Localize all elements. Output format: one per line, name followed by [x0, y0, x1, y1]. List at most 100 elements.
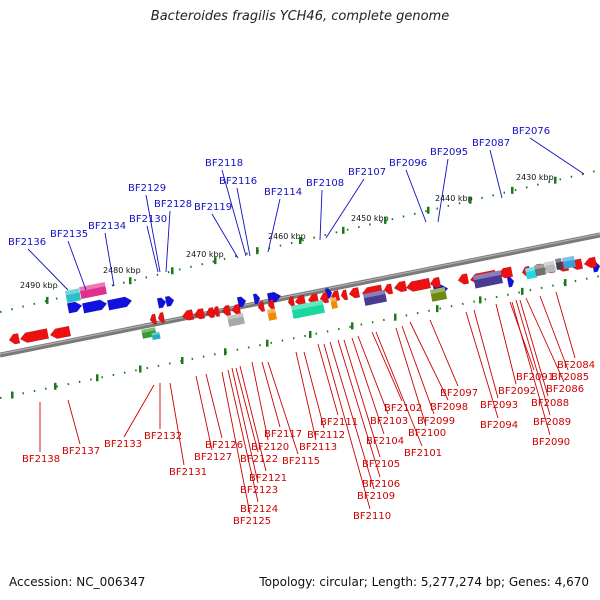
reverse-gene	[49, 325, 72, 339]
lower-gene-label: BF2121	[249, 473, 287, 484]
lower-track-mark	[224, 348, 227, 356]
lower-gene-label: BF2132	[144, 431, 182, 442]
upper-gene-label-leader	[146, 225, 159, 273]
gene-box-cyan	[64, 288, 82, 303]
upper-track-mark	[384, 216, 387, 224]
forward-gene	[106, 296, 133, 311]
reverse-gene-shape	[429, 276, 442, 289]
reverse-gene-shape	[267, 299, 276, 310]
lower-gene-label-leader	[251, 361, 269, 441]
gene-box-slate-shape	[554, 258, 564, 270]
lower-gene-label-leader	[357, 335, 389, 415]
reverse-gene	[19, 328, 50, 343]
reverse-gene-shape	[149, 313, 158, 325]
lower-gene-label-leader	[409, 321, 449, 401]
gene-box-slate-shine	[554, 258, 562, 263]
upper-gene-label-leader	[319, 189, 323, 241]
reverse-gene	[149, 313, 158, 325]
reverse-gene-shape	[348, 287, 361, 299]
gene-box-orange-small-shape	[329, 297, 339, 309]
lower-track-mark	[309, 330, 312, 338]
forward-gene-shape	[66, 301, 83, 314]
reverse-gene	[231, 303, 242, 315]
upper-track-mark	[427, 206, 430, 214]
lower-gene-label-leader	[303, 351, 325, 429]
upper-gene-label: BF2108	[306, 178, 344, 189]
reverse-gene	[383, 283, 394, 295]
upper-gene-label: BF2129	[128, 183, 166, 194]
gene-box-cyan-small	[151, 331, 161, 341]
lower-track-mark	[96, 374, 99, 382]
reverse-gene	[157, 312, 166, 323]
lower-gene-label: BF2103	[370, 416, 408, 427]
gene-box-lightgrey-shape	[544, 260, 556, 274]
upper-track-mark	[46, 296, 49, 304]
lower-gene-label: BF2137	[62, 446, 100, 457]
gene-box-blue-shine	[562, 255, 575, 262]
scale-tick-label: 2450 kbp	[351, 214, 389, 223]
upper-gene-label-leader	[405, 169, 427, 223]
lower-gene-label-leader	[343, 339, 381, 458]
lower-gene-label-leader	[239, 365, 267, 472]
upper-gene-label-leader	[437, 158, 449, 223]
forward-gene-shape	[106, 296, 133, 311]
reverse-gene-shape	[193, 308, 206, 320]
upper-gene-label-leader	[27, 248, 69, 291]
gene-box-indigo	[363, 289, 387, 306]
scale-tick-label: 2490 kbp	[20, 281, 58, 290]
reverse-gene	[212, 306, 221, 317]
gene-box-darkgrey-shape	[534, 263, 546, 277]
lower-gene-label: BF2098	[430, 402, 468, 413]
lower-gene-label-leader	[525, 297, 565, 383]
lower-track-mark	[11, 391, 14, 399]
lower-track-mark	[521, 287, 524, 295]
gene-box-cyan-small-shape	[151, 331, 161, 341]
gene-box-cyan-shape	[64, 288, 82, 303]
upper-track-mark	[469, 196, 472, 204]
upper-track-mark	[511, 186, 514, 194]
upper-gene-label: BF2134	[88, 221, 126, 232]
forward-gene	[81, 299, 108, 314]
lower-gene-label: BF2110	[353, 511, 391, 522]
gene-box-olive	[429, 287, 448, 302]
forward-gene-shape	[252, 293, 261, 305]
lower-gene-label-leader	[205, 373, 223, 439]
lower-gene-label-leader	[465, 311, 499, 419]
lower-gene-label-leader	[169, 382, 185, 466]
gene-box-aqua	[525, 266, 537, 280]
lower-gene-label: BF2105	[362, 459, 400, 470]
lower-gene-label: BF2117	[264, 429, 302, 440]
lower-gene-label: BF2133	[104, 439, 142, 450]
gene-box-orange-small	[329, 297, 339, 309]
lower-gene-label: BF2101	[404, 448, 442, 459]
lower-gene-label: BF2085	[551, 372, 589, 383]
lower-gene-label-leader	[235, 367, 259, 453]
lower-gene-label: BF2091	[516, 372, 554, 383]
lower-gene-label: BF2100	[408, 428, 446, 439]
upper-gene-label: BF2107	[348, 167, 386, 178]
reverse-gene-shape	[231, 303, 242, 315]
reverse-gene-shape	[19, 328, 50, 343]
reverse-gene-shape	[212, 306, 221, 317]
lower-gene-label: BF2124	[240, 504, 278, 515]
lower-gene-label-leader	[495, 303, 517, 385]
lower-gene-label: BF2094	[480, 420, 518, 431]
reverse-gene-shape	[257, 301, 266, 312]
lower-gene-label: BF2088	[531, 398, 569, 409]
reverse-gene	[267, 299, 276, 310]
gene-box-green-shine	[141, 327, 156, 334]
upper-track-mark	[299, 237, 302, 244]
forward-gene	[506, 276, 515, 288]
forward-gene-shape	[156, 297, 167, 309]
lower-gene-label-leader	[261, 361, 281, 428]
scale-tick-label: 2480 kbp	[103, 266, 141, 275]
gene-box-aqua-shine	[525, 266, 536, 273]
gene-box-indigo-wide-shine	[472, 270, 502, 281]
lower-gene-label: BF2115	[282, 456, 320, 467]
lower-track-mark	[181, 356, 184, 364]
gene-box-orange	[266, 308, 278, 321]
reverse-gene	[257, 301, 266, 312]
lower-gene-label-leader	[539, 295, 569, 371]
reverse-gene-shape	[221, 304, 232, 316]
